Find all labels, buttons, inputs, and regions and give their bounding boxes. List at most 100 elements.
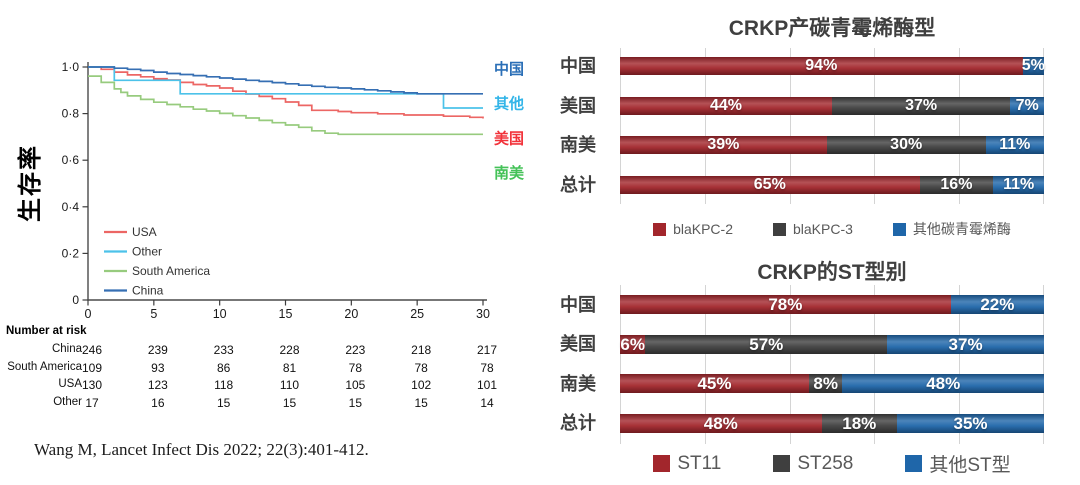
risk-count: 239 (147, 343, 168, 357)
number-at-risk-title: Number at risk (6, 325, 87, 337)
risk-count: 228 (279, 343, 300, 357)
bar-segment: 11% (993, 175, 1044, 194)
y-tick-label: 1·0 (62, 60, 80, 74)
bar-row: 65% 16% 11% (620, 175, 1044, 194)
y-tick-label: 0 (72, 293, 79, 307)
legend-label: blaKPC-2 (673, 221, 733, 237)
risk-count: 105 (345, 378, 366, 392)
x-tick-label: 25 (410, 307, 424, 321)
category-label: 美国 (560, 334, 596, 355)
chart-legend: blaKPC-2 blaKPC-3 其他碳青霉烯酶 (620, 219, 1044, 239)
x-tick-label: 15 (279, 307, 293, 321)
bar-segment: 22% (950, 295, 1044, 314)
bar-plot-area: 94% 5% 44% 37% 7% 39% 30% 11% 65% 16% 11% (620, 48, 1045, 204)
grid-line (959, 48, 961, 204)
bar-segment-label: 78% (768, 295, 803, 314)
bar-segment-label: 35% (953, 413, 988, 433)
y-tick-label: 0·6 (62, 153, 80, 167)
bar-row: 39% 30% 11% (620, 136, 1044, 154)
bar-segment: 44% (620, 96, 832, 115)
survival-plot: 1·0 0·8 0·6 0·4 0·2 00 5 10 15 20 25 30 USA Other Sout… (62, 60, 525, 321)
bar-segment: 94% (620, 57, 1023, 75)
bar-segment-label: 11% (1003, 175, 1035, 193)
bar-segment: 45% (620, 374, 809, 394)
legend-label: USA (132, 225, 157, 239)
bar-segment: 11% (985, 136, 1044, 154)
grid-line (874, 48, 876, 204)
bar-segment-label: 8% (813, 374, 838, 394)
category-label: 中国 (560, 56, 596, 76)
y-tick-label: 0·2 (62, 246, 80, 260)
bar-segment: 65% (620, 175, 920, 194)
x-tick-label: 30 (476, 307, 490, 321)
risk-count: 233 (213, 343, 234, 357)
km-series-other (88, 66, 483, 109)
bar-segment: 78% (620, 295, 951, 314)
x-tick-label: 0 (85, 307, 92, 321)
legend-label: China (132, 284, 164, 298)
bar-segment-label: 48% (703, 413, 738, 433)
bar-row: 78% 22% (620, 295, 1044, 314)
carbapenemase-type-chart: CRKP产碳青霉烯酶型 94% 5% 44% 37% 7% 39% 30% 11% 65% 16%… (540, 8, 1080, 248)
legend-label: ST11 (677, 452, 722, 474)
risk-count: 110 (279, 378, 300, 392)
legend-label: 其他碳青霉烯酶 (912, 221, 1011, 237)
risk-count: 118 (214, 378, 234, 392)
risk-count: 17 (85, 395, 99, 410)
grid-line (874, 285, 876, 444)
risk-row-label: USA (58, 378, 82, 390)
grid-line (704, 285, 706, 444)
risk-row-label: Other (53, 395, 82, 408)
x-tick-label: 20 (344, 307, 358, 321)
bar-segment: 48% (620, 413, 822, 433)
bar-segment: 37% (832, 96, 1011, 115)
legend-swatch (773, 455, 791, 472)
legend-item: blaKPC-3 (773, 221, 853, 237)
risk-count: 218 (411, 343, 432, 357)
bar-row: 94% 5% (620, 57, 1045, 75)
risk-count: 223 (345, 343, 366, 357)
bar-segment: 6% (620, 334, 646, 354)
y-tick-label: 0·4 (62, 200, 80, 214)
grid-line (620, 48, 621, 204)
bar-segment: 7% (1010, 96, 1044, 115)
grid-line (704, 48, 706, 204)
risk-count: 93 (151, 360, 165, 375)
bar-segment: 48% (842, 374, 1044, 394)
st-type-chart: CRKP的ST型别 78% 22% 6% 57% 37% 45% 8% 48% 48% 18% 35… (540, 252, 1080, 485)
risk-count: 109 (81, 360, 103, 375)
bar-segment-label: 57% (749, 334, 784, 354)
risk-count: 102 (411, 378, 432, 392)
bar-row: 6% 57% 37% (620, 334, 1044, 354)
risk-count: 86 (216, 360, 231, 375)
citation: Wang M, Lancet Infect Dis 2022; 22(3):40… (34, 440, 369, 459)
grid-line (1043, 48, 1044, 204)
legend-item: ST11 (653, 453, 721, 475)
legend-swatch (773, 222, 786, 236)
chart-title: CRKP产碳青霉烯酶型 (728, 17, 936, 40)
curve-label-cn: 其他 (494, 95, 524, 113)
legend-label: South America (132, 264, 210, 278)
risk-count: 78 (414, 360, 428, 375)
bar-segment-label: 5% (1021, 57, 1045, 74)
chart-legend: ST11 ST258 其他ST型 (620, 450, 1044, 477)
risk-count: 81 (282, 360, 297, 375)
bar-segment: 18% (821, 413, 898, 433)
x-tick-label: 10 (213, 307, 227, 321)
bar-plot-area: 78% 22% 6% 57% 37% 45% 8% 48% 48% 18% 35% (620, 285, 1044, 444)
legend-swatch (905, 455, 923, 472)
bar-segment: 57% (645, 334, 888, 354)
legend-swatch (653, 455, 671, 472)
risk-count: 123 (147, 378, 168, 392)
bar-segment-label: 37% (948, 334, 983, 354)
risk-count: 15 (216, 395, 231, 410)
risk-count: 14 (480, 395, 494, 410)
km-series-usa (88, 66, 484, 119)
risk-count: 78 (348, 360, 362, 375)
bar-segment: 39% (620, 136, 827, 154)
risk-row-label: China (51, 343, 82, 355)
bar-segment-label: 16% (940, 175, 973, 193)
bar-row: 45% 8% 48% (620, 374, 1044, 394)
grid-line (959, 285, 961, 444)
